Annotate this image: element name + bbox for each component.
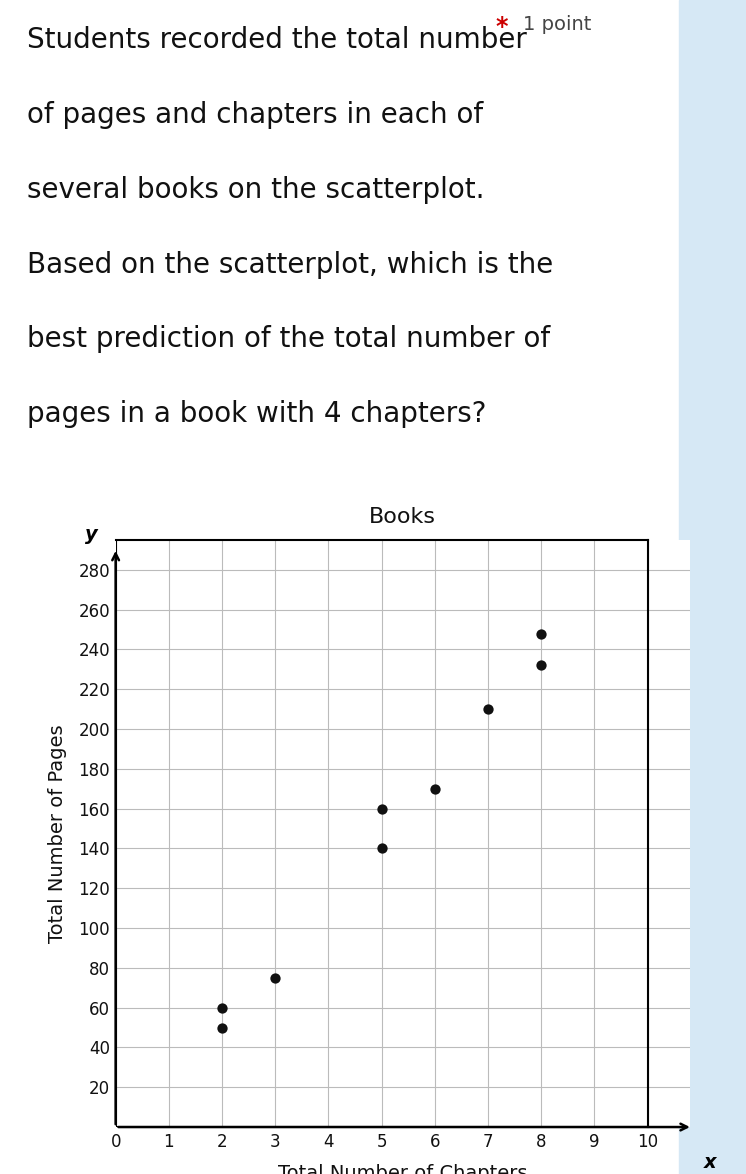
Text: pages in a book with 4 chapters?: pages in a book with 4 chapters? bbox=[27, 400, 486, 429]
Text: 1 point: 1 point bbox=[523, 15, 591, 34]
Text: *: * bbox=[495, 15, 508, 40]
Point bbox=[535, 625, 547, 643]
Text: several books on the scatterplot.: several books on the scatterplot. bbox=[27, 176, 485, 203]
Title: Books: Books bbox=[369, 507, 436, 527]
Text: of pages and chapters in each of: of pages and chapters in each of bbox=[27, 101, 483, 129]
Text: y: y bbox=[85, 525, 98, 544]
Text: best prediction of the total number of: best prediction of the total number of bbox=[27, 325, 551, 353]
Point bbox=[429, 780, 441, 798]
Point bbox=[535, 656, 547, 675]
Point bbox=[375, 799, 387, 818]
Point bbox=[216, 1018, 228, 1037]
Text: Students recorded the total number: Students recorded the total number bbox=[27, 26, 527, 54]
Y-axis label: Total Number of Pages: Total Number of Pages bbox=[48, 724, 67, 943]
Text: Based on the scatterplot, which is the: Based on the scatterplot, which is the bbox=[27, 250, 554, 278]
Text: x: x bbox=[703, 1153, 716, 1173]
Point bbox=[482, 700, 494, 718]
Point bbox=[216, 998, 228, 1017]
Point bbox=[375, 839, 387, 858]
Point bbox=[269, 969, 281, 987]
X-axis label: Total Number of Chapters: Total Number of Chapters bbox=[278, 1165, 527, 1174]
